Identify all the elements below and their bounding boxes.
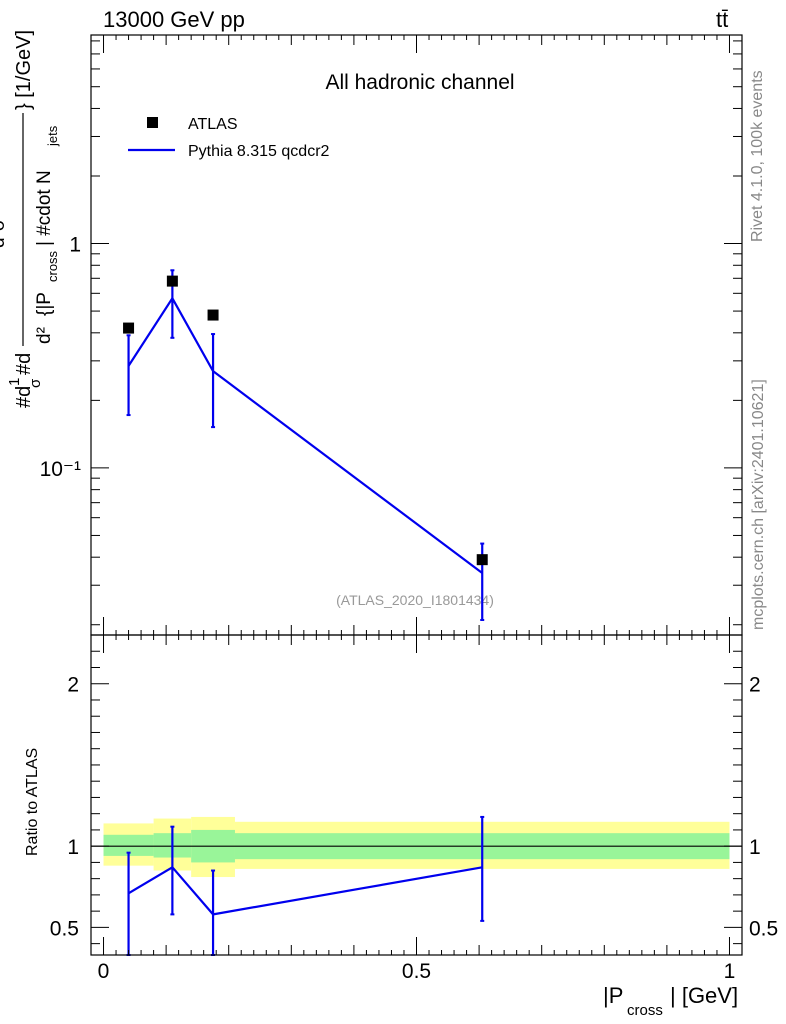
ratio-band-inner — [103, 834, 154, 856]
ratio-mc-curve — [127, 865, 483, 916]
main-y-axis-label: #d 1 σ #d d²σ had d² {|P cross | #cdot N… — [0, 30, 60, 408]
ratio-y-tick-label-right: 0.5 — [749, 917, 778, 940]
ylabel-mid: | #cdot N — [34, 170, 55, 246]
ratio-panel: 0.5 0.5 1 1 2 2 0 0.5 1 Ratio to ATLAS |P cross … — [24, 634, 778, 1019]
mcplots-source-label: mcplots.cern.ch [arXiv:2401.10621] — [750, 379, 767, 630]
mc-errorbars — [126, 269, 485, 621]
atlas-data-point — [476, 554, 488, 566]
legend-atlas-marker — [147, 117, 158, 128]
main-y-tick-labels: 1 10⁻¹ — [40, 234, 81, 481]
x-tick-label: 1 — [724, 960, 736, 983]
ratio-axis-ticks — [91, 635, 742, 955]
legend-pythia-label: Pythia 8.315 qcdcr2 — [188, 143, 330, 160]
chart-title: All hadronic channel — [325, 71, 514, 94]
ylabel-cross: cross — [45, 250, 60, 282]
xlabel-post: | [GeV] — [670, 983, 738, 1008]
main-y-tick-label: 10⁻¹ — [40, 458, 81, 481]
legend: ATLAS Pythia 8.315 qcdcr2 — [128, 116, 330, 160]
xlabel-pre: |P — [603, 983, 623, 1008]
xlabel-sub: cross — [627, 1002, 663, 1019]
process-label: tt̄ — [716, 7, 728, 32]
energy-label: 13000 GeV pp — [103, 7, 245, 32]
analysis-label: (ATLAS_2020_I1801434) — [336, 592, 494, 608]
ylabel-lhs: #d — [13, 386, 35, 408]
ratio-panel-frame — [90, 634, 743, 956]
ratio-y-axis-label: Ratio to ATLAS — [24, 748, 41, 856]
ratio-y-tick-label-left: 2 — [67, 674, 79, 697]
rivet-version-label: Rivet 4.1.0, 100k events — [749, 70, 766, 242]
atlas-data-point — [207, 309, 219, 321]
atlas-data-point — [166, 275, 178, 287]
x-tick-label: 0.5 — [402, 960, 431, 983]
legend-atlas-label: ATLAS — [188, 116, 238, 133]
ratio-tick-labels: 0.5 0.5 1 1 2 2 0 0.5 1 — [50, 674, 778, 983]
main-y-tick-label: 1 — [69, 234, 81, 257]
ylabel-end: } [1/GeV] — [13, 30, 35, 110]
x-tick-label: 0 — [98, 960, 110, 983]
ylabel-jets: jets — [45, 125, 60, 147]
ylabel-brace-p: {|P — [34, 292, 55, 316]
x-axis-label: |P cross | [GeV] — [603, 983, 738, 1019]
ratio-y-tick-label-left: 1 — [67, 836, 79, 859]
ratio-y-tick-label-right: 2 — [749, 674, 761, 697]
ylabel-one: 1 — [6, 378, 23, 386]
mc-curve — [127, 296, 483, 574]
main-panel: 1 10⁻¹ All hadronic channel (ATLAS_2020_I… — [0, 30, 743, 636]
ratio-uncertainty-bands — [103, 816, 730, 878]
ylabel-sigma: σ — [27, 378, 44, 388]
main-axis-ticks — [91, 35, 742, 635]
ratio-y-tick-label-right: 1 — [749, 836, 761, 859]
ylabel-d2sigma: d²σ — [0, 219, 9, 248]
atlas-markers — [123, 275, 488, 566]
ylabel-d2: d² — [34, 327, 55, 344]
ratio-y-tick-label-left: 0.5 — [50, 917, 79, 940]
ylabel-hash-d: #d — [13, 353, 35, 375]
atlas-data-point — [123, 322, 135, 334]
